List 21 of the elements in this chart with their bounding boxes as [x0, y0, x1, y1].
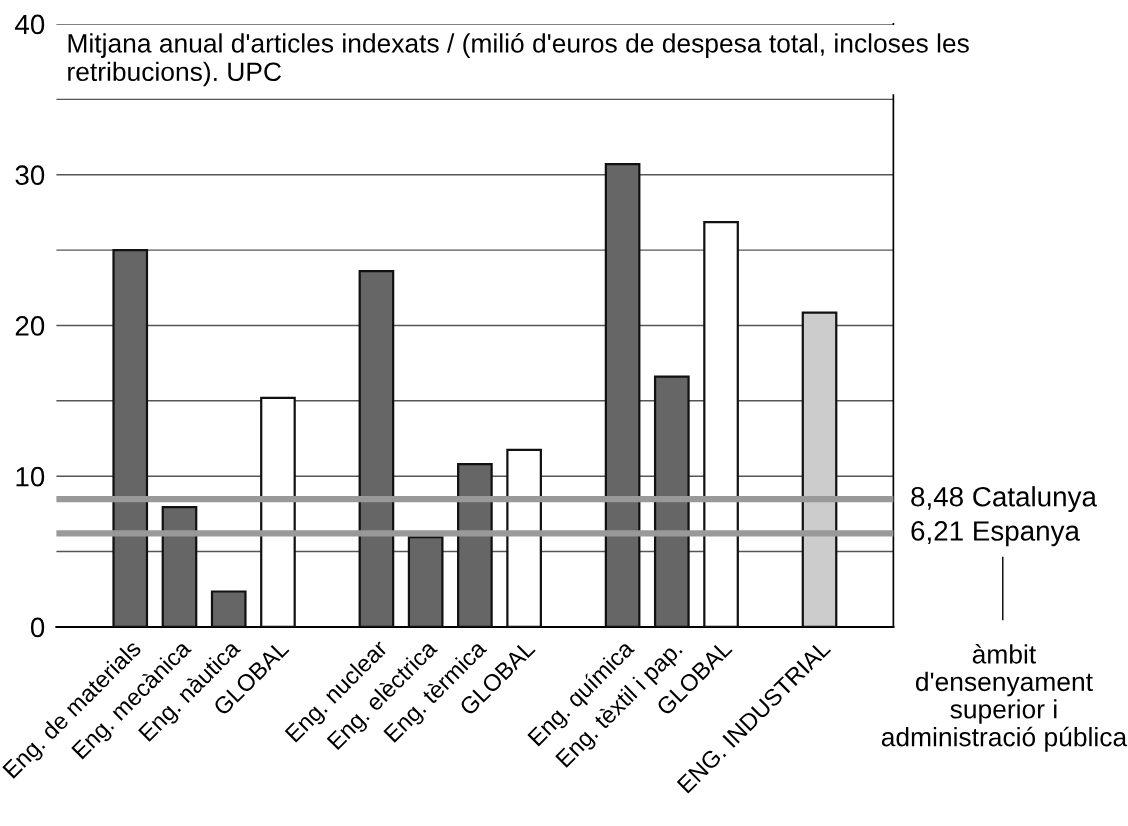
ref-line-label: 8,48 Catalunya: [911, 486, 1097, 513]
y-tick-label: 20: [15, 316, 45, 336]
bar: [112, 248, 149, 627]
ref-line-label: 6,21 Espanya: [911, 521, 1080, 547]
y-tick-label: 40: [15, 14, 45, 35]
text: àmbit d'ensenyament superior i administració pública: [881, 643, 1128, 752]
bar: [801, 311, 838, 627]
bar: [161, 505, 198, 627]
bar: [358, 270, 395, 627]
y-tick-label: 0: [30, 617, 45, 638]
bar: [407, 536, 444, 627]
bar: [260, 396, 296, 627]
bar: [210, 590, 247, 627]
y-tick-label: 10: [16, 466, 45, 487]
y-tick-label: 30: [15, 165, 45, 186]
bar: [653, 375, 690, 627]
bar: [703, 221, 739, 627]
bar: [457, 463, 493, 627]
bar: [604, 163, 641, 627]
bar: [506, 448, 542, 627]
text: Mitjana anual d'articles indexats / (milió d'euros de despesa total, incloses les retribucions). UPC: [68, 33, 969, 87]
